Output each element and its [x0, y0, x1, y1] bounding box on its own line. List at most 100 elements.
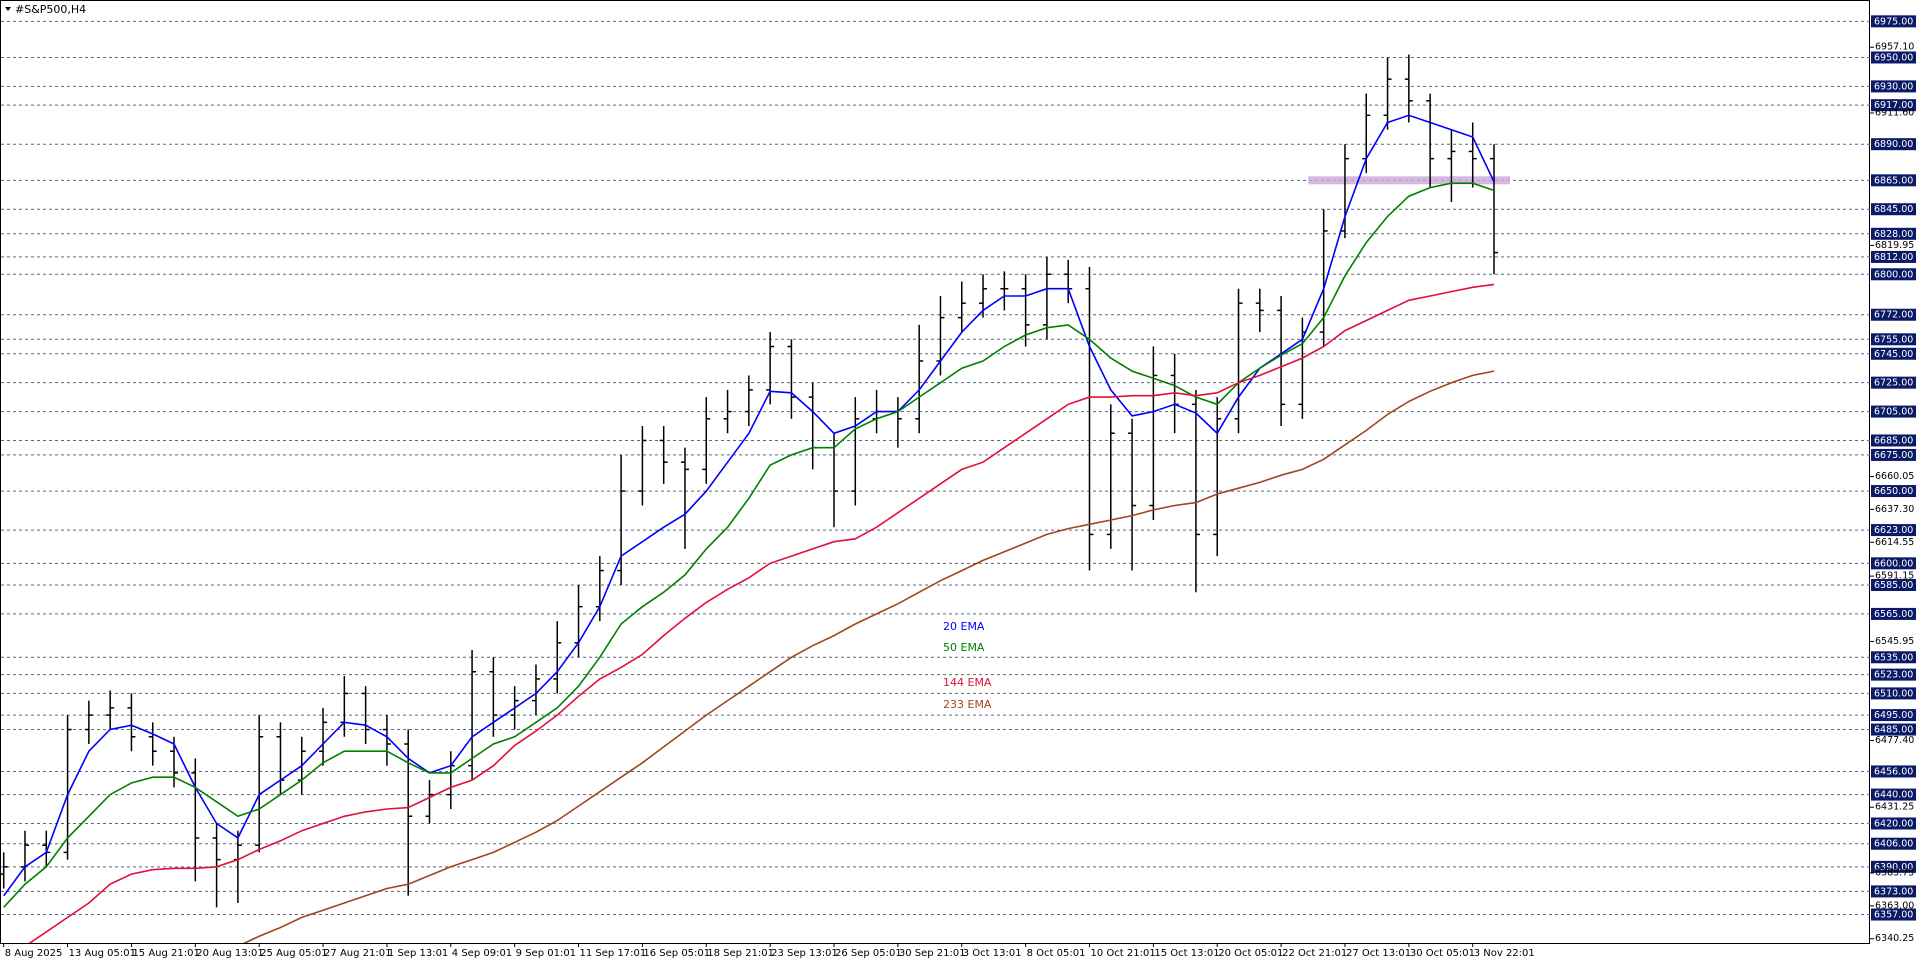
level-label-box: [1871, 765, 1916, 778]
y-tick-label: 6614.55: [1875, 537, 1914, 548]
level-label: 6420.00: [1874, 818, 1913, 829]
level-label-box: [1871, 15, 1916, 28]
level-label: 6373.00: [1874, 886, 1913, 897]
ema-line: [3, 114, 1495, 897]
level-label-box: [1871, 405, 1916, 418]
level-label: 6440.00: [1874, 790, 1913, 801]
x-tick-label: 3 Nov 22:01: [1474, 948, 1535, 959]
plot-frame: [0, 0, 1870, 944]
level-label: 6406.00: [1874, 839, 1913, 850]
legend-entry: 144 EMA: [943, 676, 992, 689]
x-tick-label: 20 Oct 05:01: [1218, 948, 1283, 959]
level-label: 6725.00: [1874, 378, 1913, 389]
ema-line: [242, 370, 1495, 943]
level-label-box: [1871, 434, 1916, 447]
x-tick-label: 27 Aug 21:01: [324, 948, 391, 959]
x-tick-label: 1 Sep 13:01: [388, 948, 448, 959]
y-tick-label: 6431.25: [1875, 802, 1914, 813]
ema-line: [3, 182, 1495, 908]
x-tick-label: 15 Oct 13:01: [1154, 948, 1219, 959]
level-label: 6812.00: [1874, 252, 1913, 263]
chart-title: #S&P500,H4: [15, 3, 86, 16]
y-tick-label: 6363.00: [1875, 900, 1914, 911]
level-label-box: [1871, 203, 1916, 216]
level-label-box: [1871, 668, 1916, 681]
level-label-box: [1871, 837, 1916, 850]
legend-entry: 233 EMA: [943, 698, 992, 711]
legend-entry: 20 EMA: [943, 620, 985, 633]
level-label-box: [1871, 687, 1916, 700]
level-label: 6865.00: [1874, 175, 1913, 186]
level-label-box: [1871, 250, 1916, 263]
level-label: 6565.00: [1874, 609, 1913, 620]
level-label: 6585.00: [1874, 580, 1913, 591]
x-tick-label: 16 Sep 05:01: [643, 948, 710, 959]
level-label: 6485.00: [1874, 725, 1913, 736]
level-label: 6772.00: [1874, 310, 1913, 321]
level-label: 6845.00: [1874, 204, 1913, 215]
level-label-box: [1871, 607, 1916, 620]
level-label-box: [1871, 138, 1916, 151]
legend-entry: 50 EMA: [943, 641, 985, 654]
axes: 6975.00 6950.00 6930.00 6917.00 6890.00 6865.…: [3, 15, 1916, 959]
level-label: 6800.00: [1874, 269, 1913, 280]
x-tick-label: 25 Aug 05:01: [260, 948, 327, 959]
level-label: 6600.00: [1874, 558, 1913, 569]
x-tick-label: 23 Sep 13:01: [771, 948, 838, 959]
x-tick-label: 27 Oct 13:01: [1346, 948, 1411, 959]
level-label-box: [1871, 885, 1916, 898]
level-label: 6357.00: [1874, 910, 1913, 921]
x-tick-label: 26 Sep 05:01: [835, 948, 902, 959]
x-tick-label: 4 Sep 09:01: [452, 948, 512, 959]
plot: [1, 54, 1510, 943]
level-label: 6650.00: [1874, 486, 1913, 497]
level-label-box: [1871, 174, 1916, 187]
level-label: 6828.00: [1874, 229, 1913, 240]
ema-line: [28, 283, 1495, 943]
level-label-box: [1871, 723, 1916, 736]
level-label: 6675.00: [1874, 450, 1913, 461]
level-label-box: [1871, 99, 1916, 112]
x-tick-label: 9 Sep 01:01: [516, 948, 576, 959]
level-label: 6705.00: [1874, 407, 1913, 418]
y-tick-label: 6911.60: [1875, 107, 1914, 118]
y-tick-label: 6637.30: [1875, 504, 1914, 515]
y-tick-label: 6340.25: [1875, 933, 1914, 944]
y-tick-label: 6957.10: [1875, 42, 1914, 53]
menu-arrow[interactable]: [5, 7, 11, 11]
level-label-box: [1871, 651, 1916, 664]
level-label-box: [1871, 376, 1916, 389]
y-tick-label: 6477.40: [1875, 735, 1914, 746]
level-label: 6930.00: [1874, 81, 1913, 92]
level-label-box: [1871, 860, 1916, 873]
level-label-box: [1871, 51, 1916, 64]
x-tick-label: 11 Sep 17:01: [580, 948, 647, 959]
level-label-box: [1871, 80, 1916, 93]
level-label-box: [1871, 448, 1916, 461]
y-tick-label: 6660.05: [1875, 471, 1914, 482]
x-tick-label: 13 Aug 05:01: [69, 948, 136, 959]
x-tick-label: 20 Aug 13:01: [196, 948, 263, 959]
level-label: 6523.00: [1874, 670, 1913, 681]
level-label: 6975.00: [1874, 16, 1913, 27]
x-tick-label: 10 Oct 21:01: [1090, 948, 1155, 959]
level-label: 6950.00: [1874, 52, 1913, 63]
level-label-box: [1871, 557, 1916, 570]
x-tick-label: 30 Oct 05:01: [1410, 948, 1475, 959]
level-label-box: [1871, 709, 1916, 722]
level-label-box: [1871, 227, 1916, 240]
level-label: 6623.00: [1874, 525, 1913, 536]
level-label-box: [1871, 817, 1916, 830]
y-tick-label: 6819.95: [1875, 240, 1914, 251]
x-tick-label: 8 Oct 05:01: [1027, 948, 1086, 959]
level-label: 6535.00: [1874, 652, 1913, 663]
level-label: 6755.00: [1874, 334, 1913, 345]
level-label-box: [1871, 579, 1916, 592]
x-tick-label: 22 Oct 21:01: [1282, 948, 1347, 959]
y-tick-label: 6591.15: [1875, 571, 1914, 582]
highlight-zone: [1308, 176, 1510, 185]
level-label: 6917.00: [1874, 100, 1913, 111]
level-label-box: [1871, 268, 1916, 281]
x-tick-label: 15 Aug 21:01: [132, 948, 199, 959]
